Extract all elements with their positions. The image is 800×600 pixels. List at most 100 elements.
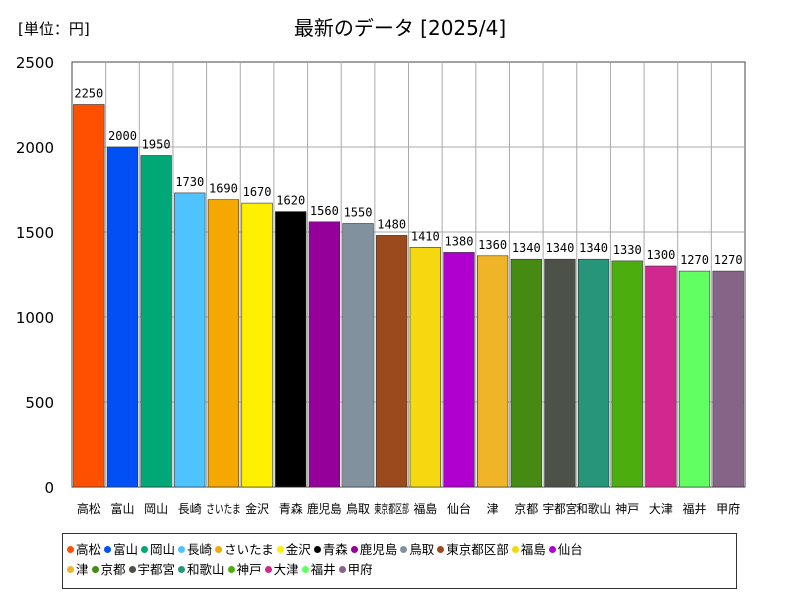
legend-item: 福井	[301, 560, 336, 580]
legend-label: 高松	[76, 542, 102, 557]
legend-label: 金沢	[285, 542, 311, 557]
bar-value-label: 2000	[108, 129, 137, 143]
legend-swatch	[215, 546, 223, 553]
legend-item: 東京都区部	[437, 540, 509, 560]
bar	[241, 202, 273, 488]
legend-swatch	[104, 546, 112, 553]
x-tick-label: 鳥取	[346, 501, 370, 516]
x-tick-label: 大津	[649, 502, 673, 516]
x-tick-label: 青森	[279, 501, 303, 516]
bar-value-label: 1950	[142, 138, 171, 152]
bar-value-label: 1270	[714, 253, 743, 267]
x-tick-label: 富山	[110, 501, 134, 516]
legend-swatch	[301, 566, 309, 573]
x-tick-label: 東京都区部	[374, 501, 409, 516]
x-tick-label: 和歌山	[576, 501, 611, 516]
chart-title: 最新のデータ [2025/4]	[293, 16, 507, 40]
unit-label: [単位：円]	[18, 20, 90, 38]
legend-swatch	[67, 546, 74, 553]
legend-label: さいたま	[224, 542, 274, 557]
bar	[207, 199, 240, 488]
legend-swatch	[178, 566, 186, 573]
x-tick-label: 福島	[413, 501, 437, 516]
legend-swatch	[437, 546, 445, 553]
bar-value-label: 1620	[276, 194, 305, 208]
bar-value-label: 1380	[445, 234, 474, 248]
legend-swatch	[227, 566, 235, 573]
legend-swatch	[264, 566, 272, 573]
bar	[342, 223, 374, 488]
legend-swatch	[128, 566, 136, 573]
legend-label: 宇都宮	[137, 562, 176, 577]
bar	[140, 155, 172, 488]
bar	[645, 265, 677, 488]
x-tick-label: 宇都宮	[543, 501, 578, 516]
legend-swatch	[178, 546, 186, 553]
bar	[577, 258, 610, 488]
x-tick-label: 鹿児島	[307, 501, 342, 516]
legend-label: 福井	[310, 562, 336, 577]
legend-item: 宇都宮	[128, 560, 176, 580]
legend-label: 富山	[113, 542, 139, 557]
legend-swatch	[313, 546, 321, 553]
legend-swatch	[276, 546, 284, 553]
bar-value-label: 1730	[175, 175, 204, 189]
bar-value-label: 1340	[512, 241, 541, 255]
legend-label: 青森	[322, 542, 348, 557]
x-tick-label: 金沢	[245, 501, 269, 516]
legend-item: 大津	[264, 560, 299, 580]
legend-label: 津	[76, 562, 89, 577]
legend-label: 仙台	[557, 542, 583, 557]
y-tick-label: 2500	[16, 54, 54, 72]
legend-swatch	[141, 546, 149, 553]
legend-item: 神戸	[227, 560, 262, 580]
legend-swatch	[91, 566, 99, 573]
bar	[712, 270, 744, 488]
bar-value-label: 2250	[74, 87, 103, 101]
legend-item: さいたま	[215, 540, 274, 560]
bar-value-label: 1340	[545, 241, 574, 255]
legend-item: 京都	[91, 560, 126, 580]
bar	[376, 235, 408, 488]
legend-label: 大津	[273, 562, 299, 577]
x-tick-label: 甲府	[716, 501, 740, 516]
x-tick-label: さいたま	[206, 502, 241, 516]
bar-value-label: 1690	[209, 182, 238, 196]
bar-value-label: 1410	[411, 229, 440, 243]
y-tick-label: 1000	[16, 309, 54, 327]
legend-swatch	[548, 546, 556, 553]
bar	[106, 146, 139, 488]
bar-value-label: 1270	[680, 253, 709, 267]
legend-label: 甲府	[347, 562, 373, 577]
legend-label: 福島	[520, 542, 546, 557]
x-tick-label: 長崎	[178, 502, 202, 516]
legend-item: 高松	[67, 540, 101, 560]
bar	[275, 211, 307, 488]
bar	[174, 192, 206, 488]
x-tick-label: 津	[487, 502, 499, 516]
bar-value-label: 1360	[478, 238, 507, 252]
bar	[308, 221, 340, 488]
legend-label: 長崎	[187, 542, 213, 557]
legend-item: 長崎	[178, 540, 212, 560]
bar	[443, 252, 475, 488]
bar	[611, 260, 643, 488]
legend-item: 和歌山	[178, 560, 225, 580]
bar-value-label: 1480	[377, 217, 406, 231]
legend-item: 岡山	[141, 540, 175, 560]
legend-item: 鹿児島	[350, 540, 398, 560]
bar	[73, 104, 105, 488]
x-tick-label: 岡山	[144, 502, 168, 516]
y-tick-label: 1500	[16, 224, 54, 242]
legend-item: 甲府	[338, 560, 373, 580]
legend-swatch	[400, 546, 408, 553]
legend-item: 富山	[104, 540, 138, 560]
legend-item: 津	[67, 560, 89, 580]
legend-label: 京都	[100, 562, 126, 577]
legend-label: 鹿児島	[359, 542, 398, 557]
bar	[510, 258, 542, 488]
legend-label: 東京都区部	[446, 542, 509, 557]
y-tick-label: 0	[44, 479, 54, 497]
x-tick-label: 神戸	[615, 502, 639, 516]
bar-value-label: 1330	[613, 243, 642, 257]
